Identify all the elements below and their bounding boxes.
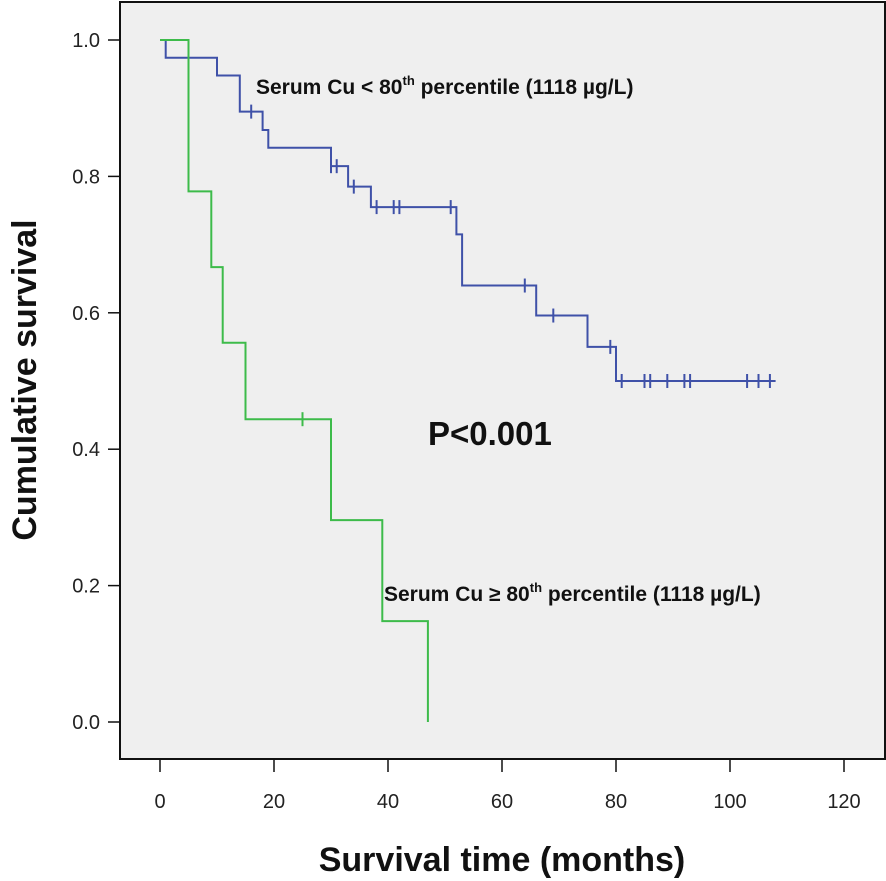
y-tick-label: 0.0 — [72, 712, 100, 734]
survival-curve — [160, 39, 429, 722]
y-tick-label: 0.4 — [72, 439, 100, 461]
series-layer — [160, 39, 776, 722]
x-axis-title: Survival time (months) — [319, 841, 686, 879]
x-tick-label: 20 — [263, 791, 285, 813]
x-tick-label: 0 — [154, 791, 165, 813]
x-tick-label: 100 — [713, 791, 746, 813]
x-tick-label: 80 — [605, 791, 627, 813]
series-1 — [160, 39, 429, 722]
survival-curve — [160, 39, 776, 382]
y-tick-label: 0.6 — [72, 303, 100, 325]
series-0 — [160, 39, 776, 388]
x-tick-label: 40 — [377, 791, 399, 813]
x-tick-label: 120 — [827, 791, 860, 813]
y-axis-title: Cumulative survival — [6, 219, 44, 540]
x-tick-label: 60 — [491, 791, 513, 813]
x-axis-ticks: 0 20 40 60 80 100 120 — [154, 759, 861, 813]
p-value-label: P<0.001 — [428, 415, 552, 452]
series-label-low-cu: Serum Cu < 80th percentile (1118 µg/L) — [256, 73, 633, 99]
y-axis-ticks: 0.0 0.2 0.4 0.6 0.8 1.0 — [72, 30, 120, 734]
y-tick-label: 0.8 — [72, 166, 100, 188]
series-label-high-cu: Serum Cu ≥ 80th percentile (1118 µg/L) — [384, 580, 761, 606]
y-tick-label: 0.2 — [72, 576, 100, 598]
y-tick-label: 1.0 — [72, 30, 100, 52]
